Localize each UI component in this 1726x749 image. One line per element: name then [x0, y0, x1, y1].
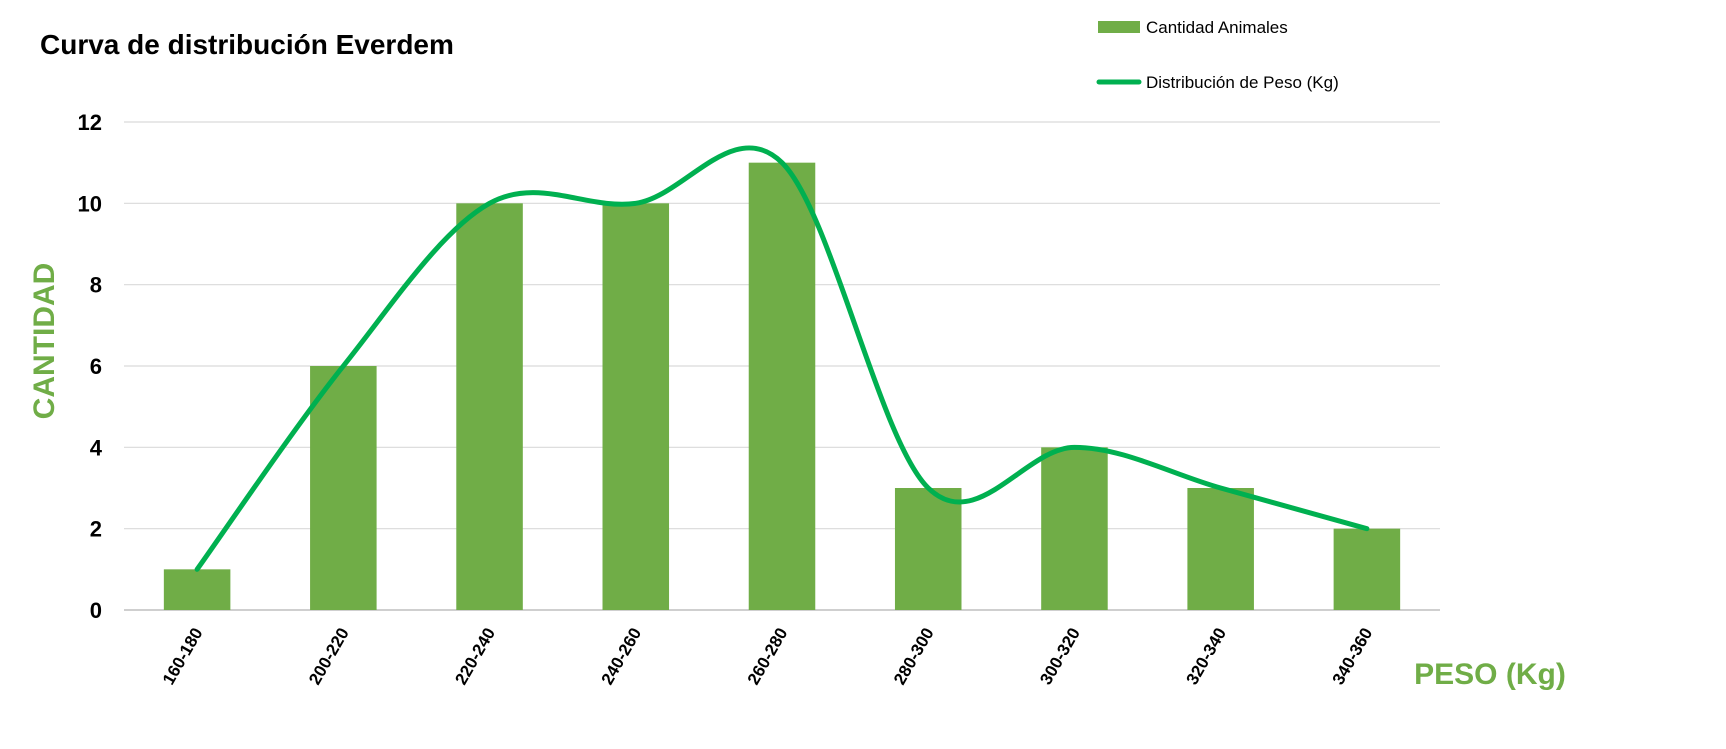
bar	[310, 366, 377, 610]
bar	[1333, 528, 1401, 610]
bar	[1187, 488, 1254, 610]
x-tick-label: 300-320	[1036, 625, 1084, 689]
legend: Cantidad Animales Distribución de Peso (K…	[1096, 18, 1339, 92]
y-tick-label: 12	[78, 110, 102, 135]
y-tick-label: 4	[90, 435, 103, 460]
bar	[163, 569, 231, 610]
x-tick-label: 240-260	[598, 625, 646, 689]
x-tick-label: 340-360	[1329, 625, 1377, 689]
bar	[456, 203, 523, 611]
x-tick-label: 200-220	[305, 625, 353, 689]
chart-title: Curva de distribución Everdem	[40, 29, 454, 60]
bar	[748, 162, 816, 610]
legend-label: Distribución de Peso (Kg)	[1146, 73, 1339, 92]
y-tick-label: 0	[90, 598, 102, 623]
y-axis-ticks: 0 2 4 6 8 10 12	[78, 110, 103, 623]
x-tick-label: 260-280	[744, 625, 792, 689]
bar	[894, 488, 962, 610]
y-tick-label: 10	[78, 191, 102, 216]
bar-series	[163, 162, 1401, 611]
x-axis-ticks: 160-180 200-220 220-240 240-260 260-280 280-3…	[159, 625, 1376, 689]
y-tick-label: 8	[90, 273, 102, 298]
y-tick-label: 2	[90, 517, 102, 542]
bar	[1041, 447, 1108, 610]
bar	[602, 203, 670, 611]
legend-bar-swatch	[1098, 21, 1140, 33]
x-axis-label: PESO (Kg)	[1414, 658, 1566, 691]
y-tick-label: 6	[90, 354, 102, 379]
x-tick-label: 280-300	[890, 625, 938, 689]
line-series	[194, 145, 1370, 572]
distribution-line	[194, 145, 1370, 572]
x-tick-label: 320-340	[1182, 625, 1230, 689]
legend-label: Cantidad Animales	[1146, 18, 1288, 37]
x-tick-label: 160-180	[159, 625, 207, 689]
x-tick-label: 220-240	[451, 625, 499, 689]
y-axis-label: CANTIDAD	[28, 263, 61, 420]
